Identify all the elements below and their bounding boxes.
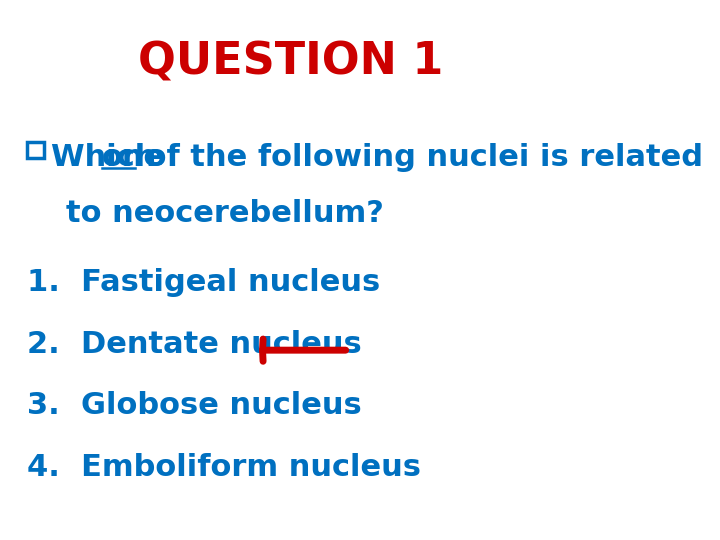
Text: 1.  Fastigeal nucleus: 1. Fastigeal nucleus bbox=[27, 268, 380, 298]
Text: to neocerebellum?: to neocerebellum? bbox=[66, 199, 384, 228]
Text: of the following nuclei is related: of the following nuclei is related bbox=[135, 143, 703, 172]
Text: QUESTION 1: QUESTION 1 bbox=[138, 40, 444, 83]
Bar bbox=[27, 141, 44, 158]
Text: 3.  Globose nucleus: 3. Globose nucleus bbox=[27, 392, 361, 420]
Text: 2.  Dentate nucleus: 2. Dentate nucleus bbox=[27, 330, 361, 359]
Text: Which: Which bbox=[51, 143, 167, 172]
Text: 4.  Emboliform nucleus: 4. Emboliform nucleus bbox=[27, 453, 421, 482]
Text: one: one bbox=[102, 143, 165, 172]
